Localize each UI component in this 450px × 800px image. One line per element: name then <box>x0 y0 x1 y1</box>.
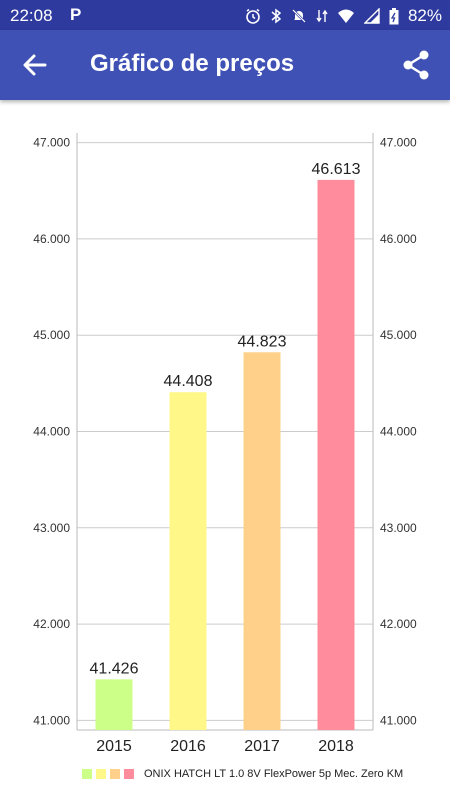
y-tick-label-right: 42.000 <box>380 617 417 631</box>
battery-icon <box>389 7 399 24</box>
app-bar: Gráfico de preços <box>0 30 450 100</box>
bar-2018 <box>317 179 355 731</box>
y-tick-label-left: 43.000 <box>33 521 70 535</box>
signal-icon <box>363 8 380 24</box>
status-icons: 82% <box>245 6 442 26</box>
y-tick-label-left: 41.000 <box>33 713 70 727</box>
app-notification-icon: P <box>70 5 82 24</box>
y-tick-label-left: 45.000 <box>33 328 70 342</box>
y-tick-label-left: 44.000 <box>33 425 70 439</box>
y-tick-label-left: 42.000 <box>33 617 70 631</box>
page-title: Gráfico de preços <box>90 50 295 77</box>
status-time: 22:08 <box>10 6 53 25</box>
bars <box>95 179 355 731</box>
y-tick-label-right: 47.000 <box>380 136 417 150</box>
y-tick-label-right: 43.000 <box>380 521 417 535</box>
y-tick-label-right: 41.000 <box>380 713 417 727</box>
value-label: 41.426 <box>90 660 139 677</box>
legend-swatch <box>82 769 92 779</box>
arrow-left-icon[interactable] <box>20 50 50 80</box>
value-labels: 41.426 2015 44.408 2016 44.823 2017 46.613 2018 <box>90 161 361 755</box>
y-tick-label-right: 45.000 <box>380 328 417 342</box>
battery-percent: 82% <box>407 6 442 25</box>
wifi-icon <box>337 9 354 23</box>
share-icon[interactable] <box>402 50 430 80</box>
value-label: 44.408 <box>164 373 213 390</box>
y-tick-label-left: 46.000 <box>33 232 70 246</box>
x-tick-label: 2017 <box>244 738 280 755</box>
value-label: 44.823 <box>238 333 287 350</box>
chart-legend: ONIX HATCH LT 1.0 8V FlexPower 5p Mec. Z… <box>82 768 403 780</box>
legend-swatch <box>110 769 120 779</box>
status-bar: 22:08 P 82% <box>0 0 450 30</box>
bar-2015 <box>95 679 133 730</box>
y-tick-label-right: 46.000 <box>380 232 417 246</box>
data-icon <box>316 9 328 23</box>
value-label: 46.613 <box>312 161 361 178</box>
price-chart: 41.000 41.000 42.000 42.000 43.000 43.000 44.0… <box>33 133 417 755</box>
x-tick-label: 2015 <box>96 738 132 755</box>
x-tick-label: 2018 <box>318 738 354 755</box>
x-tick-label: 2016 <box>170 738 206 755</box>
mute-icon <box>292 9 306 23</box>
alarm-icon <box>246 8 260 24</box>
bar-2016 <box>169 392 207 730</box>
y-tick-label-right: 44.000 <box>380 425 417 439</box>
legend-swatch <box>124 769 134 779</box>
bar-2017 <box>243 352 281 730</box>
legend-label: ONIX HATCH LT 1.0 8V FlexPower 5p Mec. Z… <box>144 768 404 780</box>
legend-swatch <box>96 769 106 779</box>
y-tick-label-left: 47.000 <box>33 136 70 150</box>
bluetooth-icon <box>271 8 282 24</box>
